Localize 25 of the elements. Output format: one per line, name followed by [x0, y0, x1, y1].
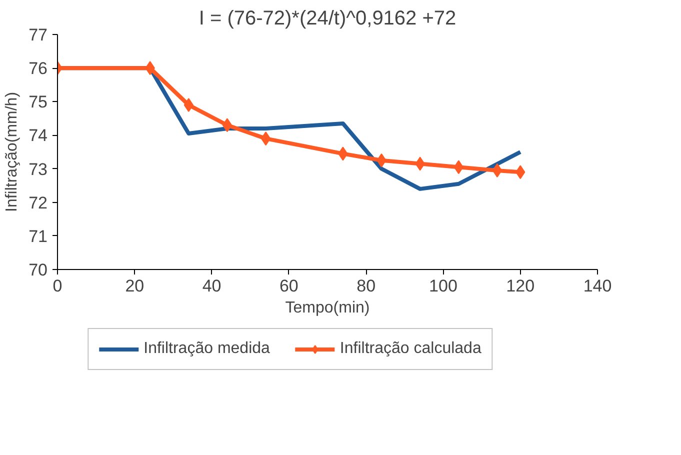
- legend-label: Infiltração medida: [144, 340, 270, 358]
- x-tick-label: 100: [429, 276, 458, 296]
- x-tick-label: 120: [506, 276, 535, 296]
- point: [492, 163, 502, 178]
- y-tick-label: 70: [28, 260, 48, 280]
- y-tick-label: 77: [28, 26, 48, 44]
- x-tick-label: 60: [279, 276, 298, 296]
- y-tick-label: 73: [28, 160, 48, 179]
- y-tick-label: 74: [28, 126, 48, 146]
- y-tick-label: 76: [28, 59, 48, 78]
- y-tick-label: 75: [28, 92, 48, 112]
- chart-title: I = (76-72)*(24/t)^0,9162 +72: [198, 8, 456, 30]
- y-tick-label: 72: [28, 193, 48, 212]
- point: [222, 118, 232, 132]
- y-tick-label: 71: [28, 226, 48, 246]
- x-tick-label: 40: [202, 276, 222, 296]
- x-tick-label: 140: [583, 276, 612, 296]
- x-tick-label: 20: [125, 276, 144, 296]
- x-tick-label: 0: [52, 276, 62, 296]
- point: [184, 98, 194, 112]
- point: [260, 132, 271, 146]
- y-axis-title: Infiltração(mm/h): [4, 92, 21, 212]
- legend-label: Infiltração calculada: [340, 340, 482, 358]
- x-tick-label: 80: [356, 276, 376, 296]
- x-axis-title: Tempo(min): [285, 300, 370, 316]
